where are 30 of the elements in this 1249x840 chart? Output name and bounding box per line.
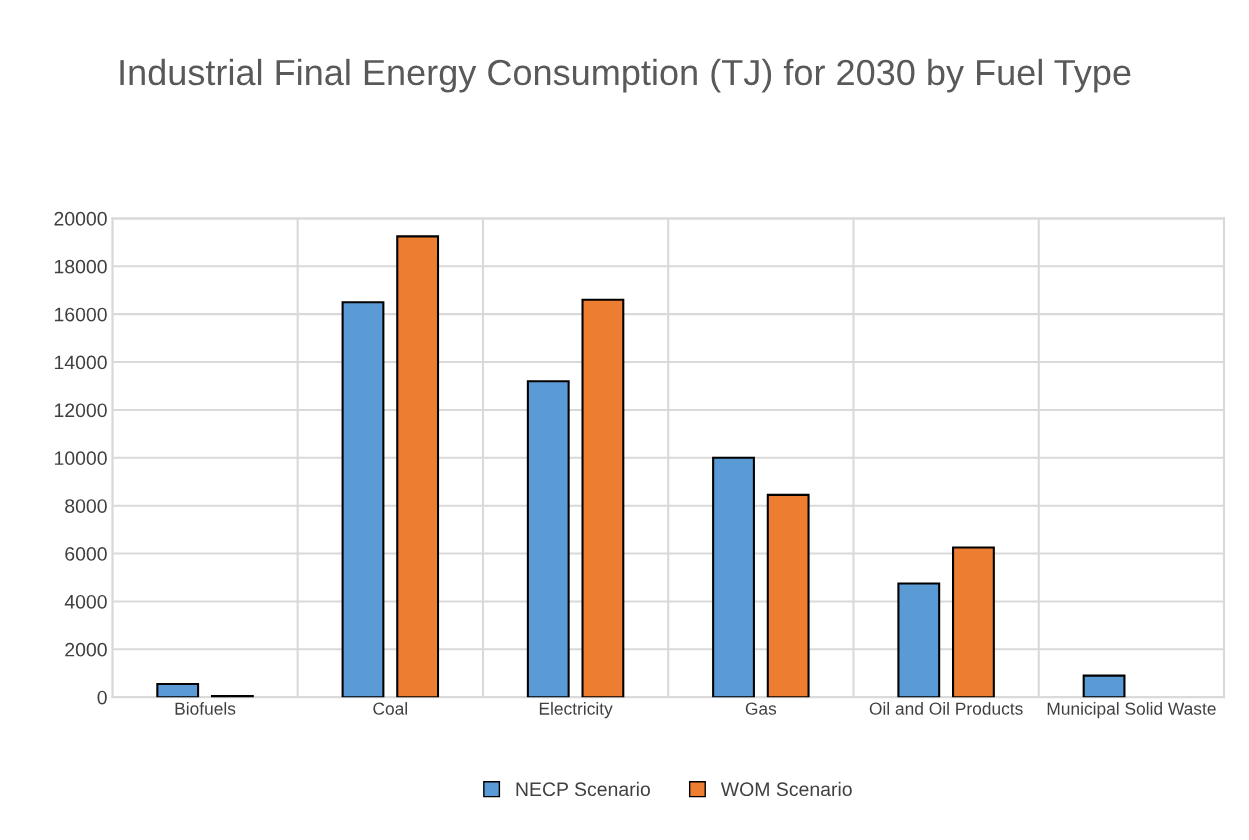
bar <box>156 682 200 698</box>
bar <box>341 301 385 698</box>
y-tick-label: 8000 <box>65 499 107 513</box>
bar <box>581 298 625 698</box>
y-tick-label: 20000 <box>54 211 107 226</box>
legend-label: NECP Scenario <box>516 781 650 797</box>
y-tick-label: 16000 <box>54 307 107 322</box>
bar <box>1082 674 1126 698</box>
x-tick-label: Oil and Oil Products <box>869 702 1023 715</box>
bar <box>897 582 941 698</box>
x-tick-label: Coal <box>373 702 408 715</box>
x-tick-label: Biofuels <box>175 702 236 715</box>
bar <box>766 493 810 698</box>
bar <box>712 456 755 698</box>
y-tick-label: 2000 <box>65 642 107 657</box>
x-tick-label: Gas <box>745 702 777 715</box>
bar <box>526 380 570 698</box>
chart-title: Industrial Final Energy Consumption (TJ) for 2030 by Fuel Type <box>120 58 1131 93</box>
bar <box>952 546 995 698</box>
y-tick-label: 10000 <box>54 451 107 466</box>
y-tick-label: 0 <box>97 690 107 705</box>
y-tick-label: 4000 <box>64 594 107 609</box>
bar <box>396 235 440 698</box>
y-tick-label: 14000 <box>54 355 107 370</box>
x-tick-label: Municipal Solid Waste <box>1047 702 1216 719</box>
y-tick-label: 6000 <box>65 547 107 561</box>
x-tick-label: Electricity <box>539 702 613 719</box>
y-tick-label: 18000 <box>54 259 107 274</box>
y-tick-label: 12000 <box>54 403 107 418</box>
legend-label: WOM Scenario <box>720 781 852 797</box>
